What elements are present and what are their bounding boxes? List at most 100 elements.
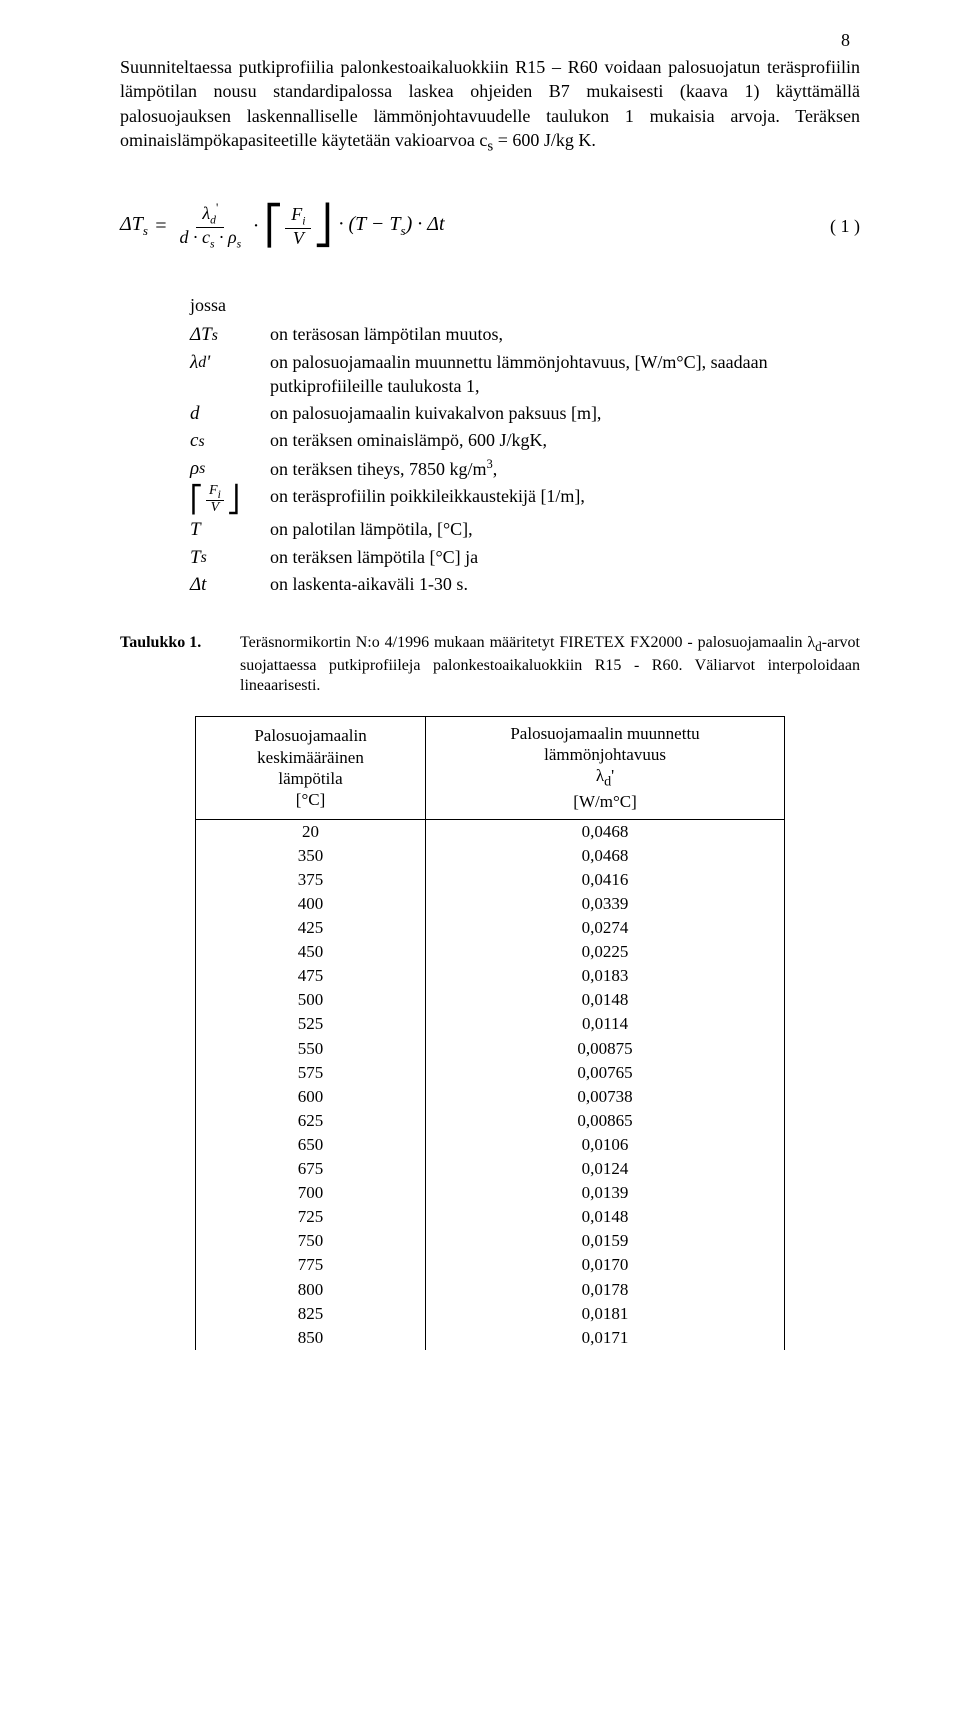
table-cell: 425 [196,916,426,940]
table-cell: 475 [196,964,426,988]
def-text: on teräksen lämpötila [°C] ja [270,545,860,569]
table-row: 5250,0114 [196,1012,785,1036]
table-header-row: Palosuojamaalinkeskimääräinenlämpötila[°… [196,716,785,819]
right-bracket: ⎦ [313,209,332,243]
table-cell: 575 [196,1061,426,1085]
table-row: 8500,0171 [196,1326,785,1350]
def-row: don palosuojamaalin kuivakalvon paksuus … [190,401,860,427]
table-row: 4000,0339 [196,892,785,916]
tail-b: ) · Δt [406,213,445,235]
table-cell: 0,0159 [426,1229,785,1253]
def-row: cson teräksen ominaislämpö, 600 J/kgK, [190,428,860,454]
table-row: 5500,00875 [196,1037,785,1061]
dot-1: · [253,215,258,238]
table-head: Palosuojamaalinkeskimääräinenlämpötila[°… [196,716,785,819]
def-text: on laskenta-aikaväli 1-30 s. [270,572,860,596]
table-row: 7500,0159 [196,1229,785,1253]
table-cell: 0,0183 [426,964,785,988]
table-cell: 525 [196,1012,426,1036]
def-text: on teräksen tiheys, 7850 kg/m3, [270,456,860,481]
table-row: 6500,0106 [196,1133,785,1157]
defs-heading: jossa [190,295,860,316]
table-cell: 750 [196,1229,426,1253]
table-cell: 850 [196,1326,426,1350]
table-cell: 0,0139 [426,1181,785,1205]
def-text: on teräksen ominaislämpö, 600 J/kgK, [270,428,860,452]
page-number: 8 [841,30,850,51]
def-symbol: d [190,401,270,427]
lambda: λ [202,203,210,223]
table-cell: 825 [196,1302,426,1326]
col-header-1: Palosuojamaalin muunnettulämmönjohtavuus… [426,716,785,819]
table-row: 6250,00865 [196,1109,785,1133]
table-cell: 625 [196,1109,426,1133]
table-cell: 0,0178 [426,1278,785,1302]
table-cell: 450 [196,940,426,964]
equation-1: ΔTs = λd' d · cs · ρs · ⎡ Fi V ⎦ · (T − … [120,202,445,251]
def-text: on palotilan lämpötila, [°C], [270,517,860,541]
sub-i: i [302,214,305,227]
def-symbol: cs [190,428,270,454]
eq-sign: = [154,215,168,238]
table-row: 7000,0139 [196,1181,785,1205]
table-row: 8000,0178 [196,1278,785,1302]
def-symbol: ρs [190,456,270,482]
table-cell: 500 [196,988,426,1012]
table-cell: 0,00875 [426,1037,785,1061]
table-row: 200,0468 [196,819,785,844]
fraction-2: Fi V [285,205,311,248]
var-F: F [291,204,302,224]
table-row: 5750,00765 [196,1061,785,1085]
table-cell: 400 [196,892,426,916]
col-header-0: Palosuojamaalinkeskimääräinenlämpötila[°… [196,716,426,819]
intro-text: Suunniteltaessa putkiprofiilia palonkest… [120,57,860,150]
table-cell: 800 [196,1278,426,1302]
sub-s: s [143,223,148,238]
fraction-1: λd' d · cs · ρs [173,202,247,251]
table-cell: 0,0170 [426,1253,785,1277]
definitions-block: jossa ΔTson teräsosan lämpötilan muutos,… [190,295,860,598]
def-symbol: Δt [190,572,270,598]
table-cell: 0,0148 [426,988,785,1012]
table-cell: 0,00765 [426,1061,785,1085]
table-cell: 0,0416 [426,868,785,892]
table-cell: 550 [196,1037,426,1061]
delta: Δ [120,213,132,235]
table-cell: 0,0468 [426,844,785,868]
def-symbol: T [190,517,270,543]
table-row: 4250,0274 [196,916,785,940]
left-bracket: ⎡ [264,209,283,243]
table-cell: 0,00738 [426,1085,785,1109]
table-caption-label: Taulukko 1. [120,633,240,696]
table-cell: 0,0468 [426,819,785,844]
table-cell: 650 [196,1133,426,1157]
table-cell: 700 [196,1181,426,1205]
table-cell: 0,00865 [426,1109,785,1133]
def-row: ΔTson teräsosan lämpötilan muutos, [190,322,860,348]
data-table: Palosuojamaalinkeskimääräinenlämpötila[°… [195,716,785,1350]
def-row: λd'on palosuojamaalin muunnettu lämmönjo… [190,350,860,399]
table-row: 6750,0124 [196,1157,785,1181]
table-cell: 775 [196,1253,426,1277]
table-body: 200,04683500,04683750,04164000,03394250,… [196,819,785,1350]
table-cell: 0,0171 [426,1326,785,1350]
table-cell: 20 [196,819,426,844]
table-row: 3500,0468 [196,844,785,868]
frac2-den: V [287,229,310,248]
intro-paragraph: Suunniteltaessa putkiprofiilia palonkest… [120,55,860,157]
defs-list: ΔTson teräsosan lämpötilan muutos,λd'on … [190,322,860,598]
table-caption-text: Teräsnormikortin N:o 4/1996 mukaan määri… [240,633,860,696]
intro-tail: = 600 J/kg K. [493,130,596,150]
sub-d: d [210,213,216,226]
table-cell: 0,0114 [426,1012,785,1036]
table-row: 8250,0181 [196,1302,785,1326]
def-row: Δton laskenta-aikaväli 1-30 s. [190,572,860,598]
table-cell: 0,0106 [426,1133,785,1157]
def-symbol: λd' [190,350,270,376]
frac1-den: d · cs · ρs [173,228,247,251]
formula-row: ΔTs = λd' d · cs · ρs · ⎡ Fi V ⎦ · (T − … [120,202,860,251]
table-row: 5000,0148 [196,988,785,1012]
def-row: ρson teräksen tiheys, 7850 kg/m3, [190,456,860,482]
eq-lhs: ΔTs [120,213,148,239]
table-cell: 375 [196,868,426,892]
